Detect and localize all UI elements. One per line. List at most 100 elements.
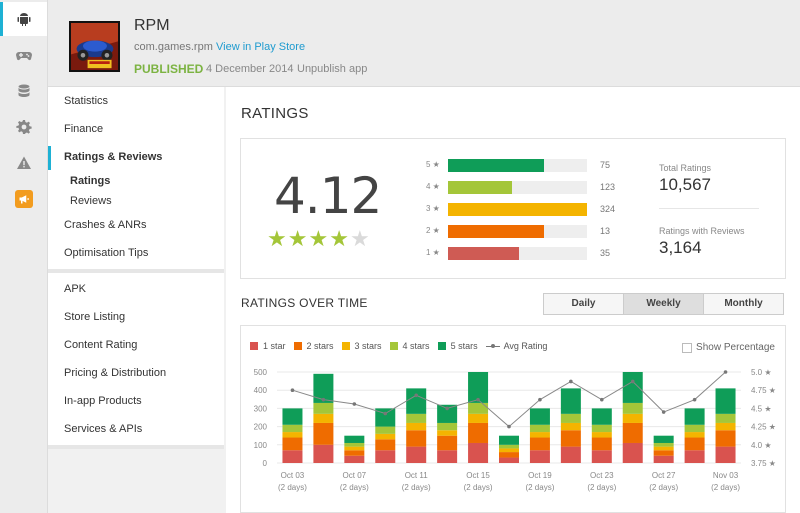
bar-segment [375, 408, 396, 427]
bar-segment [684, 424, 705, 433]
settings-icon-button[interactable] [0, 110, 47, 144]
avg-rating-point [600, 397, 604, 402]
nav-sub-ratings[interactable]: Ratings [70, 175, 111, 187]
legend-item[interactable]: 1 star [250, 341, 286, 351]
nav-item-store-listing[interactable]: Store Listing [64, 311, 126, 323]
bar-segment [560, 388, 581, 414]
x-tick-sublabel: (2 days) [587, 483, 616, 492]
nav-item-ratings-reviews[interactable]: Ratings & Reviews [48, 143, 224, 171]
legend-label: 1 star [263, 341, 286, 351]
app-logo [69, 21, 120, 72]
legend-item[interactable]: 4 stars [389, 341, 430, 351]
x-tick-label: Oct 15 [466, 471, 490, 480]
bar-segment [468, 402, 489, 414]
bar-count: 123 [600, 182, 616, 192]
star-icon: ★ [287, 226, 309, 251]
megaphone-icon [14, 190, 33, 208]
bar-track [448, 225, 587, 238]
legend-label: 2 stars [306, 341, 334, 351]
nav-item-in-app-products[interactable]: In-app Products [64, 395, 142, 407]
bar-segment [406, 413, 427, 423]
bar-segment [344, 435, 365, 443]
bar-segment [282, 437, 303, 451]
bar-segment [529, 424, 550, 433]
unpublish-app-link[interactable]: Unpublish app [297, 63, 368, 75]
nav-item-crashes[interactable]: Crashes & ANRs [64, 219, 147, 231]
nav-item-services-apis[interactable]: Services & APIs [64, 423, 143, 435]
nav-sub-reviews[interactable]: Reviews [70, 195, 112, 207]
bar-segment [529, 437, 550, 451]
alerts-icon-button[interactable] [0, 146, 47, 180]
bar-segment [468, 372, 489, 403]
promotions-icon-button[interactable] [0, 182, 47, 216]
legend-item[interactable]: 3 stars [341, 341, 382, 351]
bar-count: 324 [600, 204, 616, 214]
nav-item-statistics[interactable]: Statistics [64, 95, 109, 107]
app-header: RPM com.games.rpm View in Play Store PUB… [48, 0, 800, 87]
bar-track [448, 181, 587, 194]
bar-segment [406, 422, 427, 431]
legend-swatch [389, 342, 398, 350]
avg-rating-point [723, 370, 728, 374]
toggle-weekly[interactable]: Weekly [623, 293, 704, 315]
bar-segment [344, 450, 365, 456]
bar-fill [448, 159, 544, 172]
nav-item-content-rating[interactable]: Content Rating [64, 339, 138, 351]
y-tick-label: 200 [254, 423, 268, 432]
avg-rating-point [661, 410, 666, 414]
nav-item-pricing[interactable]: Pricing & Distribution [64, 367, 167, 379]
bar-segment [313, 402, 334, 414]
bar-track [448, 159, 587, 172]
bar-fill [448, 225, 544, 238]
games-icon-button[interactable] [0, 38, 47, 72]
bar-label: 4 ★ [426, 182, 440, 191]
bar-label: 2 ★ [426, 226, 440, 235]
bar-segment [344, 455, 365, 463]
bar-segment [375, 426, 396, 434]
show-percentage-checkbox[interactable] [682, 342, 693, 353]
show-percentage-toggle[interactable]: Show Percentage [682, 342, 775, 353]
nav-item-apk[interactable]: APK [64, 283, 87, 295]
avg-rating-point [352, 402, 357, 406]
avg-rating-point [538, 397, 542, 402]
bar-segment [313, 373, 334, 403]
x-tick-label: Oct 11 [405, 471, 429, 480]
database-icon-button[interactable] [0, 74, 47, 108]
bar-count: 35 [600, 248, 611, 258]
bar-fill [448, 181, 512, 194]
legend-item[interactable]: 2 stars [293, 341, 334, 351]
view-in-play-store-link[interactable]: View in Play Store [216, 41, 306, 53]
bar-segment [684, 408, 705, 425]
bar-segment [406, 446, 427, 463]
legend-item[interactable]: Avg Rating [485, 341, 547, 351]
bar-segment [591, 432, 612, 438]
bar-segment [591, 424, 612, 433]
nav-item-optimisation-tips[interactable]: Optimisation Tips [64, 247, 149, 259]
bar-count: 75 [600, 160, 611, 170]
reviews-value: 3,164 [659, 238, 702, 257]
android-icon-button[interactable] [0, 2, 47, 36]
x-tick-label: Oct 23 [590, 471, 614, 480]
total-ratings-value: 10,567 [659, 175, 711, 194]
avg-rating-point [290, 388, 295, 392]
bar-segment [499, 435, 519, 445]
legend-label: 4 stars [402, 341, 430, 351]
avg-rating-point [692, 397, 697, 402]
y2-tick-label: 4.75 ★ [751, 386, 776, 395]
bar-segment [560, 430, 581, 447]
x-tick-sublabel: (2 days) [340, 483, 369, 492]
y2-tick-label: 4.25 ★ [751, 423, 776, 432]
nav-group-stats: Statistics Finance Ratings & Reviews Rat… [48, 87, 224, 273]
bar-segment [560, 413, 581, 423]
bar-segment [406, 430, 427, 447]
bar-segment [622, 422, 643, 443]
x-tick-sublabel: (2 days) [402, 483, 431, 492]
x-tick-label: Oct 27 [652, 471, 676, 480]
nav-item-finance[interactable]: Finance [64, 123, 104, 135]
avg-rating-point [630, 379, 635, 384]
toggle-monthly[interactable]: Monthly [703, 293, 784, 315]
bar-segment [282, 424, 303, 433]
toggle-daily[interactable]: Daily [543, 293, 624, 315]
legend-item[interactable]: 5 stars [437, 341, 478, 351]
x-tick-label: Nov 03 [713, 471, 739, 480]
